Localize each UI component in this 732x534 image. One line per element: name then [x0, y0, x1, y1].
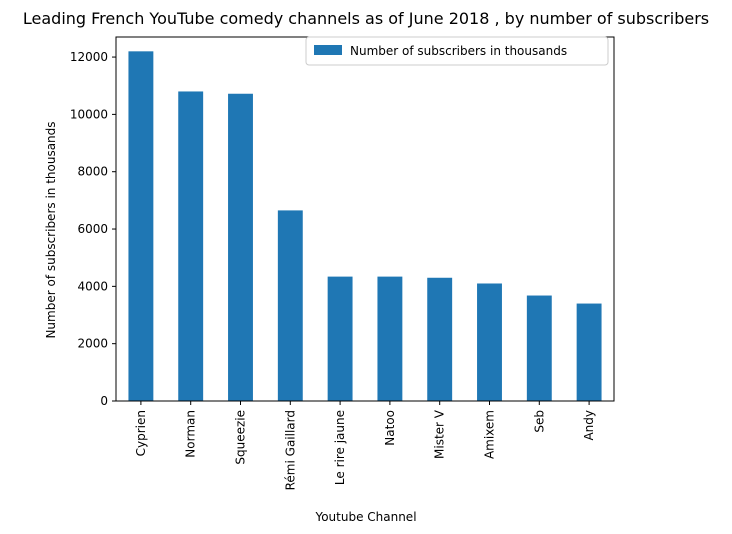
- chart-title: Leading French YouTube comedy channels a…: [23, 9, 709, 28]
- x-tick-label: Mister V: [433, 409, 447, 459]
- legend-frame: [305, 36, 609, 66]
- x-tick-label: Rémi Gaillard: [283, 410, 297, 490]
- bar: [427, 277, 453, 401]
- x-tick-label: Andy: [582, 410, 596, 441]
- y-axis-label: Number of subscribers in thousands: [44, 121, 58, 338]
- x-tick-label: Le rire jaune: [333, 410, 347, 485]
- y-tick-label: 8000: [77, 165, 108, 179]
- x-axis-label: Youtube Channel: [314, 510, 416, 524]
- y-tick-label: 2000: [77, 337, 108, 351]
- plot-area: 0 2000 4000 6000 8000 10000 12000 Cyprien Norman…: [70, 36, 615, 490]
- x-tick-label: Natoo: [383, 410, 397, 446]
- legend: Number of subscribers in thousands: [305, 36, 609, 66]
- y-tick-label: 12000: [70, 50, 108, 64]
- bar: [327, 276, 353, 401]
- bar: [477, 283, 502, 401]
- x-tick-label: Cyprien: [134, 410, 148, 456]
- bar: [526, 295, 552, 401]
- bar: [178, 91, 204, 402]
- bar: [228, 93, 253, 401]
- y-tick-label: 4000: [77, 279, 108, 293]
- x-tick-label: Squeezie: [234, 410, 248, 465]
- legend-label: Number of subscribers in thousands: [350, 44, 567, 58]
- legend-swatch: [314, 45, 342, 55]
- y-tick-label: 0: [100, 394, 108, 408]
- x-tick-label: Norman: [184, 410, 198, 458]
- bar: [128, 51, 154, 401]
- x-tick-label: Amixem: [483, 410, 497, 459]
- x-tick-label: Seb: [532, 410, 546, 433]
- bar: [277, 210, 303, 401]
- y-tick-label: 10000: [70, 107, 108, 121]
- y-tick-label: 6000: [77, 222, 108, 236]
- bar: [576, 303, 602, 401]
- bar: [377, 276, 403, 401]
